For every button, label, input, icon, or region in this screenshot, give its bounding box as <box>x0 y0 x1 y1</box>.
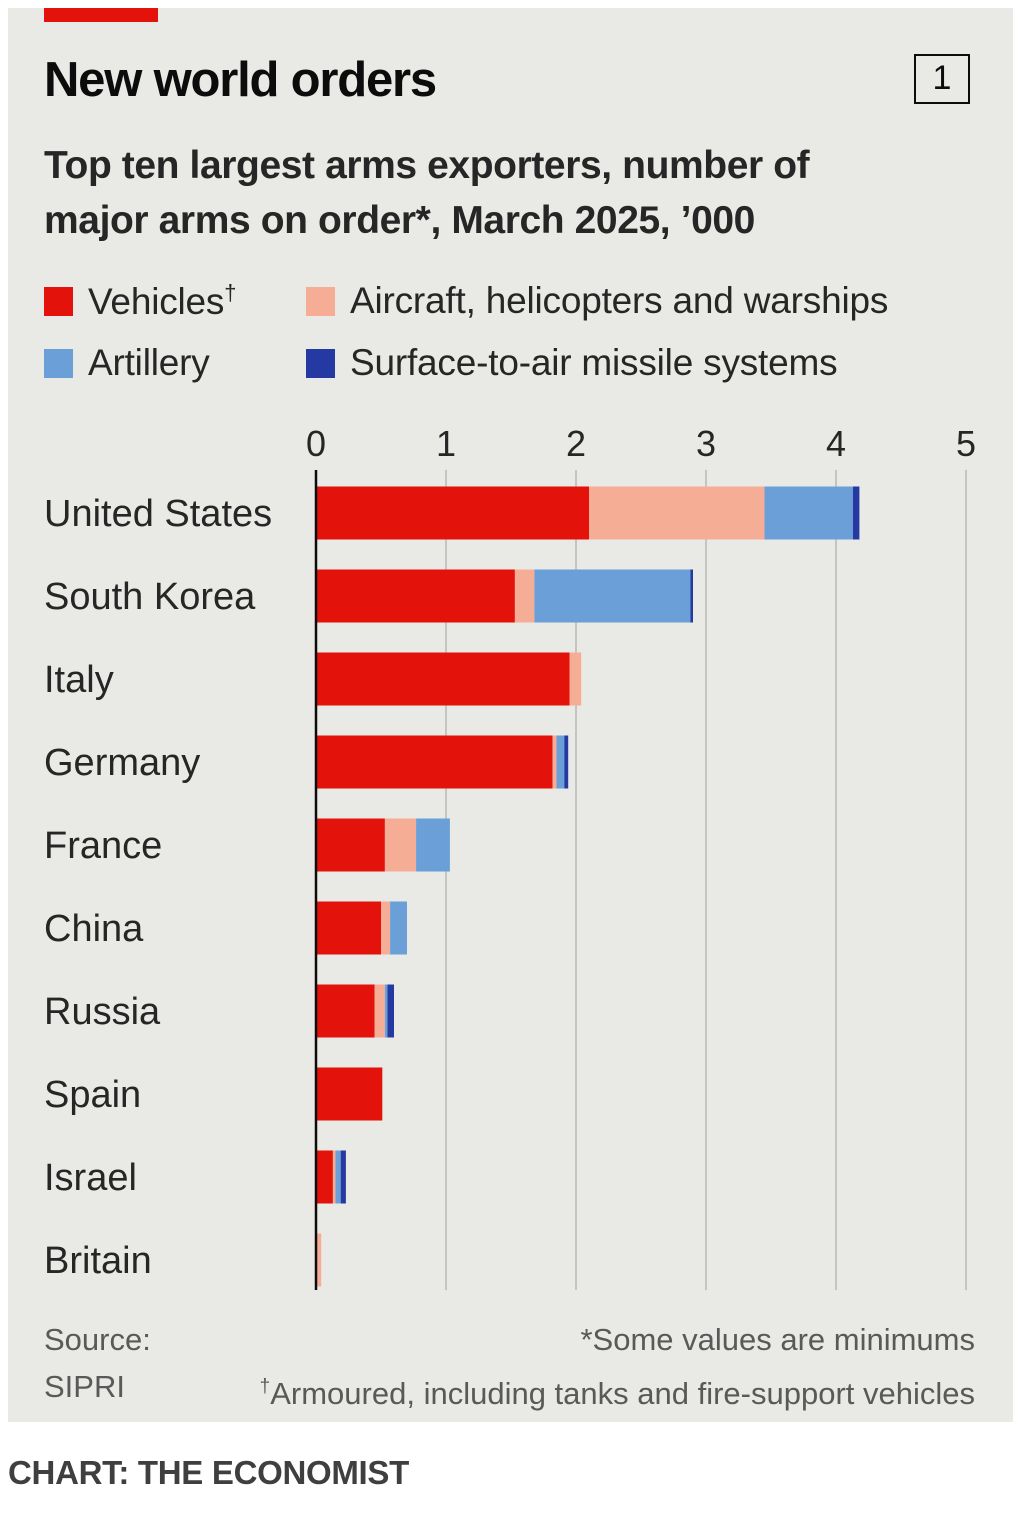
footnote-minimums: *Some values are minimums <box>580 1322 975 1357</box>
x-tick-label: 1 <box>436 423 456 464</box>
category-label: Russia <box>44 991 161 1033</box>
x-tick-label: 0 <box>306 423 326 464</box>
bar-segment <box>556 735 565 789</box>
accent-bar <box>44 8 158 22</box>
bar-segment <box>316 652 570 706</box>
bar-segment <box>690 569 693 623</box>
bar-segment <box>316 984 375 1038</box>
category-label: China <box>44 908 144 950</box>
bar-segment <box>316 901 381 955</box>
chart-credit: CHART: THE ECONOMIST <box>8 1454 409 1491</box>
bar-segment <box>390 901 407 955</box>
category-label: South Korea <box>44 576 256 618</box>
bar-segment <box>316 735 553 789</box>
bar-segment <box>332 1150 336 1204</box>
category-label: United States <box>44 493 272 535</box>
bar-segment <box>381 901 391 955</box>
bar-segment <box>335 1150 341 1204</box>
category-label: Israel <box>44 1157 137 1199</box>
bar-segment <box>374 984 385 1038</box>
bar-segment <box>316 1150 333 1204</box>
category-label: Italy <box>44 659 114 701</box>
source-note: Source: SIPRI <box>44 1316 151 1410</box>
category-label: Britain <box>44 1240 152 1282</box>
chart-subtitle: Top ten largest arms exporters, number o… <box>44 144 810 242</box>
bar-chart: 0 1 2 3 4 5 United States South Korea Italy Germa… <box>44 423 976 1290</box>
bar-segment <box>852 486 860 540</box>
bar-segment <box>316 569 515 623</box>
bar-segment <box>316 818 385 872</box>
bar-segment <box>416 818 450 872</box>
x-tick-label: 5 <box>956 423 976 464</box>
chart-title: New world orders <box>44 53 437 107</box>
legend-item-vehicles: Vehicles† <box>44 280 236 323</box>
bar-segment <box>569 652 582 706</box>
legend-swatch-vehicles <box>44 287 73 316</box>
legend-label-artillery: Artillery <box>88 342 210 383</box>
legend-item-aircraft: Aircraft, helicopters and warships <box>306 280 888 322</box>
bar-segment <box>384 984 388 1038</box>
chart-panel: New world orders 1 Top ten largest arms … <box>8 8 1013 1422</box>
footnotes: *Some values are minimums †Armoured, inc… <box>260 1316 975 1417</box>
bar-segment <box>316 486 589 540</box>
bar-segment <box>764 486 853 540</box>
bar-segment <box>316 1233 322 1287</box>
legend-item-artillery: Artillery <box>44 342 210 384</box>
category-label: France <box>44 825 162 867</box>
x-tick-label: 3 <box>696 423 716 464</box>
legend-swatch-sam <box>306 348 335 378</box>
bar-segment <box>534 569 691 623</box>
legend-swatch-artillery <box>44 348 73 378</box>
legend-label-vehicles: Vehicles† <box>88 280 237 322</box>
x-tick-label: 2 <box>566 423 586 464</box>
category-label: Germany <box>44 742 200 784</box>
chart-number-badge: 1 <box>914 54 970 104</box>
bar-segment <box>387 984 394 1038</box>
bar-segment <box>589 486 765 540</box>
legend-label-sam: Surface-to-air missile systems <box>350 342 838 383</box>
bar-segment <box>384 818 417 872</box>
bar-segment <box>340 1150 346 1204</box>
bar-segment <box>514 569 535 623</box>
source-name: SIPRI <box>44 1369 125 1404</box>
x-tick-label: 4 <box>826 423 846 464</box>
footnote-armoured: †Armoured, including tanks and fire-supp… <box>259 1376 975 1411</box>
legend-item-sam: Surface-to-air missile systems <box>306 342 838 384</box>
category-label: Spain <box>44 1074 141 1116</box>
source-label: Source: <box>44 1322 151 1357</box>
legend-label-aircraft: Aircraft, helicopters and warships <box>350 280 889 321</box>
bar-segment <box>552 735 557 789</box>
bar-segment <box>316 1067 383 1121</box>
bar-segment <box>564 735 569 789</box>
legend-swatch-aircraft <box>306 286 335 316</box>
